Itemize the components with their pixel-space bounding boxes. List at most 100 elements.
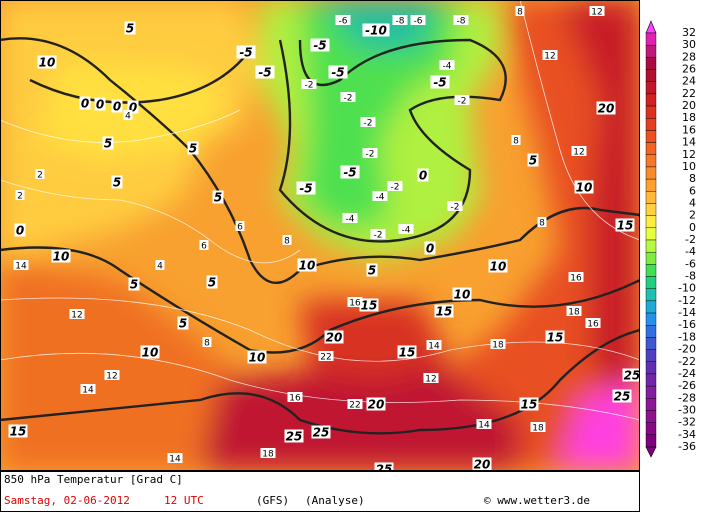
colorbar-label: -28 [678,391,696,404]
label-box [362,23,390,37]
footer-date: Samstag, 02-06-2012 [4,494,130,507]
contour-label: 14 [169,455,181,465]
colorbar-band [645,349,657,362]
colorbar-band [645,57,657,70]
colorbar-band [645,178,657,192]
contour-label: 20 [598,102,615,116]
contour-label: 8 [517,8,523,18]
label-box [111,99,123,113]
colorbar-label: -36 [678,440,696,453]
colorbar-band [645,191,657,204]
label-box [574,180,594,194]
label-box [324,330,344,344]
label-box [397,345,417,359]
label-box [545,330,565,344]
contour-label: 5 [189,142,197,156]
contour-label: 10 [454,288,471,302]
contour-label: -2 [364,119,373,129]
label-box [37,55,57,69]
label-box [342,213,358,223]
label-box [69,309,85,319]
contour-label: 14 [15,262,27,272]
contour-label: 8 [284,237,290,247]
label-box [537,217,547,227]
label-box [235,221,245,231]
contour-label: 15 [399,346,416,360]
colorbar: 32302826242220181614121086420-2-4-6-8-10… [645,20,696,458]
contour-label: 8 [204,339,210,349]
label-box [410,15,426,25]
colorbar-band [645,154,657,168]
label-box [140,345,160,359]
colorbar-label: 2 [689,209,696,222]
contour-label: -2 [374,231,383,241]
contour-label: -4 [402,226,411,236]
label-box [297,258,317,272]
colorbar-band [645,215,657,229]
label-box [340,165,360,179]
label-box [284,429,304,443]
label-box [476,419,492,429]
contour-label: 12 [425,375,436,385]
colorbar-label: -26 [678,379,696,392]
label-box [80,384,96,394]
label-box [123,110,133,120]
colorbar-band [645,32,657,46]
contour-label: 4 [157,262,163,272]
contour-label: 22 [320,353,331,363]
contour-label: -6 [339,17,348,27]
label-box [104,370,120,380]
contour-label: -2 [458,97,467,107]
colorbar-label: -2 [685,233,696,246]
colorbar-label: -22 [678,355,696,368]
label-box [615,218,635,232]
contour-label: 12 [591,8,602,18]
colorbar-label: -34 [678,428,696,441]
label-box [453,15,469,25]
label-box [542,50,558,60]
label-box [589,6,605,16]
colorbar-label: -12 [678,294,696,307]
colorbar-band [645,118,657,131]
contour-label: 10 [249,351,266,365]
contour-label: -2 [344,94,353,104]
label-box [439,60,455,70]
contour-label: 20 [474,458,491,472]
contour-label: -4 [443,62,452,72]
contour-label: 15 [521,398,538,412]
label-box [398,224,414,234]
colorbar-band [645,434,657,448]
colorbar-band [645,264,657,277]
colorbar-band [645,398,657,411]
label-box [282,235,292,245]
contour-label: 18 [532,424,544,434]
label-box [15,190,25,200]
contour-label: 12 [573,148,584,158]
colorbar-label: -16 [678,318,696,331]
footer-time: 12 UTC [164,494,204,507]
contour-label: 6 [201,242,207,252]
footer-copyright: © www.wetter3.de [484,494,590,507]
footer: 850 hPa Temperatur [Grad C] Samstag, 02-… [0,471,640,512]
label-box [236,45,256,59]
label-box [94,97,106,111]
colorbar-label: 22 [682,87,696,100]
contour-label: 16 [570,274,582,284]
contour-label: 14 [82,386,94,396]
label-box [585,318,601,328]
footer-run: (Analyse) [305,494,365,507]
label-box [287,392,303,402]
colorbar-arrow-top [645,20,657,34]
contour-label: 0 [426,242,434,256]
label-box [454,95,470,105]
colorbar-label: 26 [682,63,696,76]
contour-label: 5 [368,264,376,278]
contour-label: 15 [436,305,453,319]
contour-label: 0 [96,98,104,112]
label-box [366,397,386,411]
colorbar-band [645,361,657,375]
contour-label: 12 [544,52,555,62]
label-box [111,175,123,189]
colorbar-label: 12 [682,148,696,161]
colorbar-band [645,130,657,143]
